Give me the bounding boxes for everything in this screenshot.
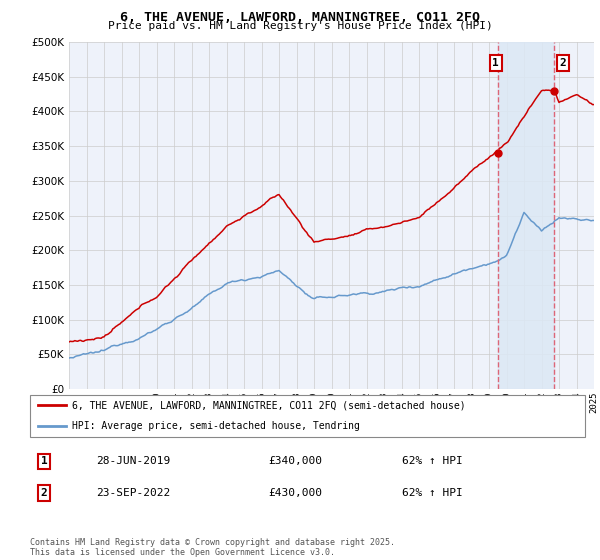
- Text: 28-JUN-2019: 28-JUN-2019: [97, 456, 171, 466]
- FancyBboxPatch shape: [30, 395, 585, 437]
- Text: 2: 2: [560, 58, 566, 68]
- Text: 1: 1: [493, 58, 499, 68]
- Text: Contains HM Land Registry data © Crown copyright and database right 2025.
This d: Contains HM Land Registry data © Crown c…: [30, 538, 395, 557]
- Text: 62% ↑ HPI: 62% ↑ HPI: [402, 456, 463, 466]
- Text: 6, THE AVENUE, LAWFORD, MANNINGTREE, CO11 2FQ: 6, THE AVENUE, LAWFORD, MANNINGTREE, CO1…: [120, 11, 480, 24]
- Text: £340,000: £340,000: [269, 456, 323, 466]
- Text: £430,000: £430,000: [269, 488, 323, 498]
- Text: 23-SEP-2022: 23-SEP-2022: [97, 488, 171, 498]
- Text: 62% ↑ HPI: 62% ↑ HPI: [402, 488, 463, 498]
- Text: 1: 1: [41, 456, 47, 466]
- Text: HPI: Average price, semi-detached house, Tendring: HPI: Average price, semi-detached house,…: [71, 421, 359, 431]
- Text: 6, THE AVENUE, LAWFORD, MANNINGTREE, CO11 2FQ (semi-detached house): 6, THE AVENUE, LAWFORD, MANNINGTREE, CO1…: [71, 400, 465, 410]
- Text: Price paid vs. HM Land Registry's House Price Index (HPI): Price paid vs. HM Land Registry's House …: [107, 21, 493, 31]
- Bar: [497, 42, 554, 389]
- Text: 2: 2: [41, 488, 47, 498]
